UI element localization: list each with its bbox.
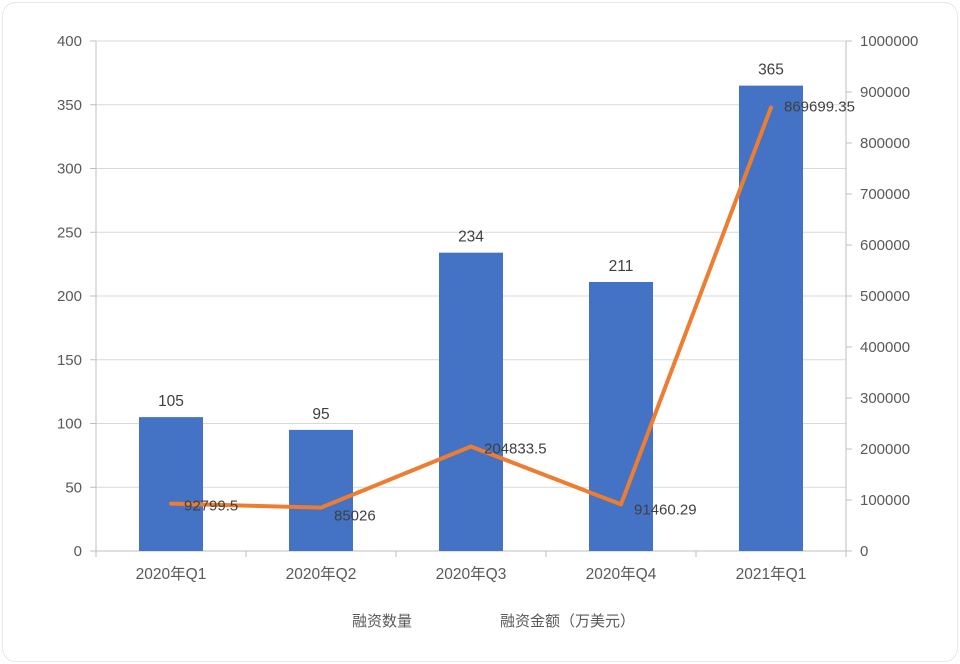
right-axis-tick-label: 700000 [860, 186, 910, 203]
legend-item-line: 融资金额（万美元） [454, 610, 635, 631]
right-axis-tick-label: 300000 [860, 390, 910, 407]
left-axis-tick-label: 300 [57, 161, 82, 178]
bar [289, 429, 353, 551]
left-axis-tick-label: 200 [57, 288, 82, 305]
bar-value-label: 365 [758, 62, 784, 79]
x-axis-category-label: 2020年Q1 [136, 565, 207, 583]
bar [439, 252, 503, 551]
legend-label-line: 融资金额（万美元） [500, 613, 636, 630]
bar-value-label: 211 [609, 258, 634, 275]
right-axis-tick-label: 400000 [860, 339, 910, 356]
left-axis-tick-label: 350 [57, 97, 82, 114]
right-axis-tick-label: 600000 [860, 237, 910, 254]
line-series [169, 105, 773, 510]
left-axis-tick-label: 100 [57, 416, 82, 433]
line-value-label: 92799.5 [184, 498, 238, 515]
line-value-label: 85026 [334, 508, 376, 525]
right-axis-tick-label: 0 [860, 543, 868, 560]
left-axis-tick-label: 150 [57, 352, 82, 369]
legend-line-marker-icon [454, 619, 492, 623]
right-axis-tick-label: 100000 [860, 492, 910, 509]
legend-label-bar: 融资数量 [351, 613, 412, 630]
line-value-label: 91460.29 [634, 501, 697, 518]
line-value-label: 869699.35 [784, 98, 855, 115]
bar-value-label: 95 [312, 406, 329, 423]
chart-legend: 融资数量 融资金额（万美元） [3, 610, 957, 631]
right-axis-tick-label: 200000 [860, 441, 910, 458]
left-axis-tick-label: 0 [74, 543, 82, 560]
bar [139, 417, 203, 551]
bar-value-label: 234 [458, 229, 484, 246]
right-axis-tick-label: 1000000 [860, 33, 918, 50]
left-axis-tick-label: 250 [57, 224, 82, 241]
chart-canvas: 0 50 100 150 200 250 300 350 400 0 100000 200000 300… [57, 33, 918, 583]
right-axis-tick-label: 500000 [860, 288, 910, 305]
x-axis-category-label: 2020年Q2 [286, 565, 357, 583]
x-axis-category-label: 2021年Q1 [736, 565, 807, 583]
x-axis-category-label: 2020年Q4 [586, 565, 657, 583]
x-axis-category-label: 2020年Q3 [436, 565, 507, 583]
line-value-label: 204833.5 [484, 441, 547, 458]
legend-bar-marker-icon [325, 615, 344, 627]
left-axis-tick-label: 400 [57, 33, 82, 50]
bar [739, 85, 803, 551]
legend-item-bar: 融资数量 [325, 610, 412, 631]
left-axis-tick-label: 50 [65, 479, 82, 496]
right-axis-tick-label: 900000 [860, 84, 910, 101]
bar-value-label: 105 [158, 393, 184, 410]
right-axis-tick-label: 800000 [860, 135, 910, 152]
